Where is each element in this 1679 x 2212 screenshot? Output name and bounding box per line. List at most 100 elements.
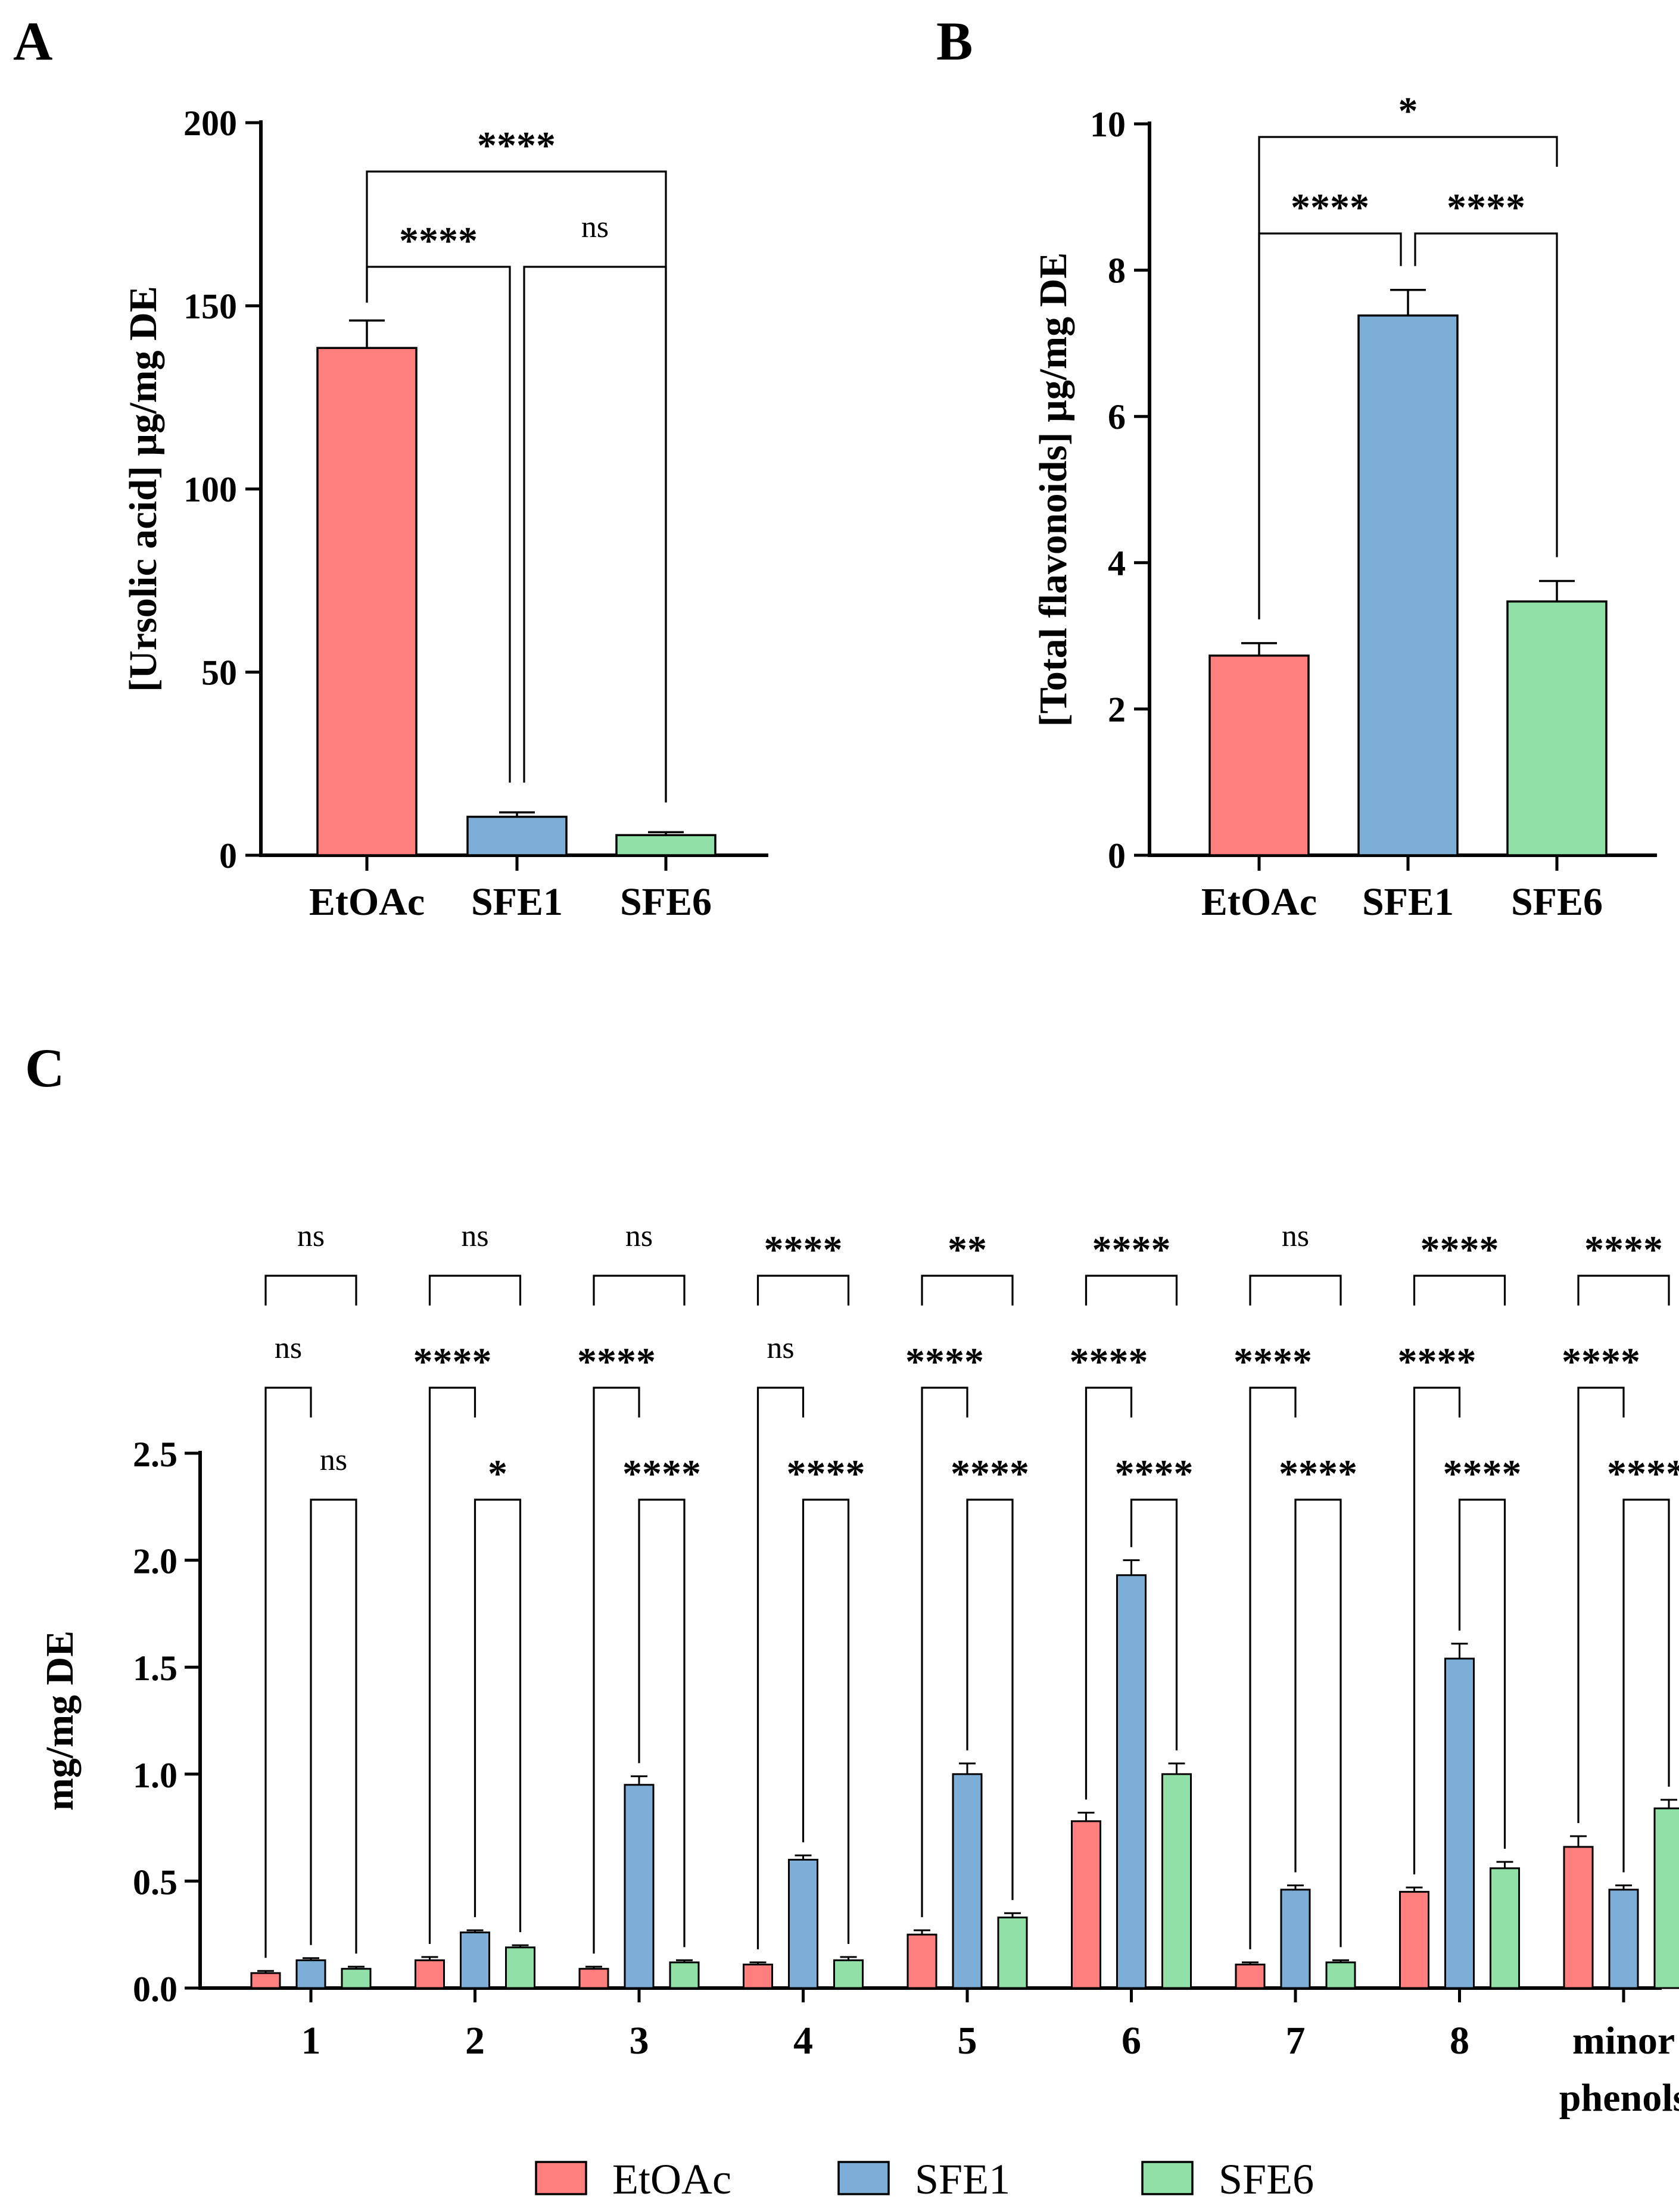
bar-sfe6 [615, 834, 717, 856]
error-bar-etoac-1 [257, 1970, 274, 1973]
comparison-etoac-sfe1-9 [1577, 1387, 1625, 1823]
comparison-etoac-sfe1-2 [428, 1387, 476, 1944]
legend-label-sfe1: SFE1 [915, 2155, 1010, 2203]
x-tick-label: 4 [793, 2019, 813, 2063]
x-tick-label: SFE1 [1362, 880, 1454, 924]
error-bar-sfe6-4 [840, 1956, 857, 1961]
panel-letter: C [25, 1038, 64, 1098]
y-tick-label: 50 [201, 653, 237, 693]
x-tick-label: minor phenols [1559, 2019, 1679, 2120]
bar-sfe1-9 [1608, 1889, 1639, 1989]
comparison-etoac-sfe1 [1258, 232, 1402, 619]
comparison-sfe1-sfe6-5 [966, 1498, 1014, 1901]
comparison-etoac-sfe6-1 [264, 1275, 357, 1306]
error-bar-sfe6-3 [676, 1959, 693, 1962]
comparison-sfe1-sfe6-8 [1458, 1498, 1506, 1849]
bar-sfe6-3 [669, 1961, 700, 1989]
y-tick-label: 200 [183, 104, 237, 143]
comparison-sfe1-sfe6-9-label: **** [1607, 1452, 1679, 1496]
comparison-sfe1-sfe6-3 [638, 1498, 686, 1948]
comparison-sfe1-sfe6-1-label: ns [320, 1443, 347, 1477]
bar-sfe1-7 [1280, 1889, 1311, 1989]
comparison-sfe1-sfe6 [523, 266, 667, 803]
bar-sfe6-2 [505, 1946, 535, 1989]
error-bar-sfe6-6 [1168, 1762, 1185, 1774]
bar-sfe6-4 [833, 1959, 864, 1989]
comparison-etoac-sfe1-6-label: **** [1070, 1340, 1148, 1384]
bar-etoac-5 [907, 1933, 937, 1989]
y-axis-label: [Total flavonoids] µg/mg DE [1032, 253, 1075, 727]
comparison-etoac-sfe6-9-label: **** [1584, 1228, 1663, 1272]
comparison-sfe1-sfe6-7 [1294, 1498, 1342, 1948]
x-tick-label: 3 [630, 2019, 649, 2063]
comparison-etoac-sfe6-8 [1413, 1275, 1506, 1306]
legend-swatch-sfe1 [837, 2161, 890, 2195]
error-bar-sfe1-9 [1615, 1884, 1632, 1890]
comparison-etoac-sfe6-2-label: ns [461, 1219, 488, 1253]
error-bar-etoac-5 [914, 1929, 930, 1935]
y-tick-label: 1.5 [133, 1649, 177, 1688]
comparison-etoac-sfe6-3-label: ns [625, 1219, 653, 1253]
x-tick-label: 8 [1450, 2019, 1469, 2063]
bar-sfe1-5 [952, 1773, 983, 1989]
comparison-sfe1-sfe6-9 [1622, 1498, 1670, 1873]
y-tick-label: 2.0 [133, 1542, 177, 1581]
comparison-etoac-sfe1-5 [921, 1387, 968, 1918]
y-tick-label: 1.0 [133, 1756, 177, 1795]
bar-sfe6-7 [1325, 1961, 1356, 1989]
comparison-sfe1-sfe6-6 [1130, 1498, 1178, 1750]
bar-sfe1-1 [295, 1959, 326, 1989]
comparison-etoac-sfe1-7 [1249, 1387, 1297, 1949]
legend: EtOAc SFE1 SFE6 [535, 2155, 1314, 2203]
comparison-etoac-sfe1-2-label: **** [413, 1340, 492, 1384]
error-bar-sfe1-3 [631, 1775, 647, 1785]
error-bar-sfe1-6 [1123, 1559, 1140, 1575]
comparison-etoac-sfe6-6 [1085, 1275, 1178, 1306]
comparison-etoac-sfe6-1-label: ns [297, 1219, 325, 1253]
comparison-sfe1-sfe6 [1414, 232, 1558, 557]
y-tick-label: 4 [1108, 544, 1126, 583]
bar-etoac-6 [1071, 1820, 1101, 1989]
bar-sfe1-4 [788, 1858, 818, 1989]
bar-etoac-2 [415, 1959, 445, 1989]
y-tick-label: 150 [183, 287, 237, 326]
bar-sfe1 [466, 815, 568, 856]
error-bar-etoac-6 [1077, 1811, 1095, 1821]
bar-sfe1-3 [624, 1784, 655, 1989]
comparison-etoac-sfe1-6 [1085, 1387, 1133, 1800]
bar-sfe6-8 [1490, 1867, 1520, 1989]
error-bar-sfe1-7 [1287, 1884, 1304, 1890]
bar-sfe1-8 [1444, 1658, 1475, 1989]
comparison-etoac-sfe1-1-label: ns [275, 1331, 302, 1365]
y-tick-label: 6 [1108, 397, 1126, 437]
comparison-etoac-sfe1-1 [264, 1387, 312, 1958]
bar-etoac-9 [1563, 1846, 1594, 1989]
comparison-sfe1-sfe6-1 [310, 1498, 357, 1954]
comparison-sfe1-sfe6-4 [802, 1498, 850, 1944]
comparison-etoac-sfe1-8 [1413, 1387, 1461, 1875]
x-tick-label: SFE6 [1511, 880, 1603, 924]
error-bar-sfe6-5 [1004, 1912, 1021, 1918]
error-bar-etoac-9 [1570, 1835, 1587, 1847]
comparison-etoac-sfe6-5-label: ** [948, 1228, 987, 1272]
bar-etoac [1208, 655, 1310, 856]
panel-letter: A [13, 11, 52, 71]
comparison-sfe1-sfe6-2 [474, 1498, 522, 1933]
error-bar-sfe1 [1390, 289, 1426, 316]
y-axis-label: mg/mg DE [38, 1631, 82, 1811]
comparison-etoac-sfe6-4 [756, 1275, 850, 1306]
x-tick-label-line: minor [1572, 2019, 1675, 2063]
y-tick-label: 0 [219, 836, 237, 876]
comparison-etoac-sfe1-8-label: **** [1398, 1340, 1476, 1384]
y-tick-label: 100 [183, 470, 237, 509]
panel-c: C0.00.51.01.52.02.5mg/mg DE1nsnsns2*****… [25, 1038, 1679, 2120]
comparison-etoac-sfe6-3 [593, 1275, 686, 1306]
x-tick-label: 7 [1286, 2019, 1306, 2063]
y-tick-label: 2.5 [133, 1435, 177, 1474]
error-bar-sfe6-8 [1496, 1861, 1513, 1868]
x-tick-label: SFE6 [620, 880, 712, 924]
comparison-sfe1-sfe6-8-label: **** [1443, 1452, 1522, 1496]
bar-sfe1 [1357, 314, 1459, 856]
comparison-sfe1-sfe6-label: ns [581, 210, 609, 244]
x-tick-label: 6 [1122, 2019, 1141, 2063]
